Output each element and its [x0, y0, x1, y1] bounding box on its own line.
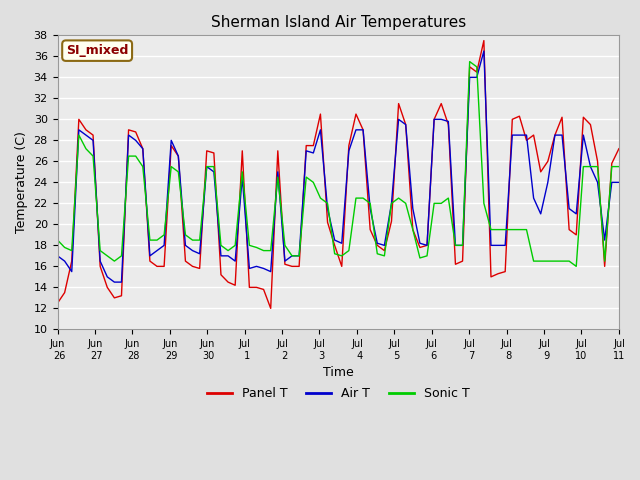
Sonic T [615, 164, 623, 169]
X-axis label: Time: Time [323, 366, 353, 379]
Air T [310, 150, 317, 156]
Sonic T [572, 264, 580, 269]
Sonic T [437, 201, 445, 206]
Air T [565, 206, 573, 212]
Panel T [310, 143, 317, 148]
Air T [423, 242, 431, 248]
Line: Air T: Air T [58, 51, 619, 282]
Air T [615, 180, 623, 185]
Air T [402, 122, 410, 128]
Panel T [267, 305, 275, 311]
Sonic T [466, 59, 474, 64]
Panel T [445, 122, 452, 128]
Sonic T [558, 258, 566, 264]
Panel T [480, 38, 488, 44]
Panel T [423, 242, 431, 248]
Air T [54, 253, 61, 259]
Sonic T [388, 201, 396, 206]
Line: Panel T: Panel T [58, 41, 619, 308]
Y-axis label: Temperature (C): Temperature (C) [15, 132, 28, 233]
Panel T [395, 101, 403, 107]
Sonic T [302, 174, 310, 180]
Air T [445, 119, 452, 124]
Title: Sherman Island Air Temperatures: Sherman Island Air Temperatures [211, 15, 466, 30]
Sonic T [54, 237, 61, 243]
Air T [395, 117, 403, 122]
Panel T [565, 227, 573, 232]
Panel T [54, 300, 61, 306]
Sonic T [416, 255, 424, 261]
Line: Sonic T: Sonic T [58, 61, 619, 266]
Legend: Panel T, Air T, Sonic T: Panel T, Air T, Sonic T [202, 383, 475, 406]
Air T [480, 48, 488, 54]
Text: SI_mixed: SI_mixed [66, 44, 129, 57]
Panel T [615, 146, 623, 152]
Sonic T [395, 195, 403, 201]
Air T [111, 279, 118, 285]
Panel T [402, 122, 410, 128]
